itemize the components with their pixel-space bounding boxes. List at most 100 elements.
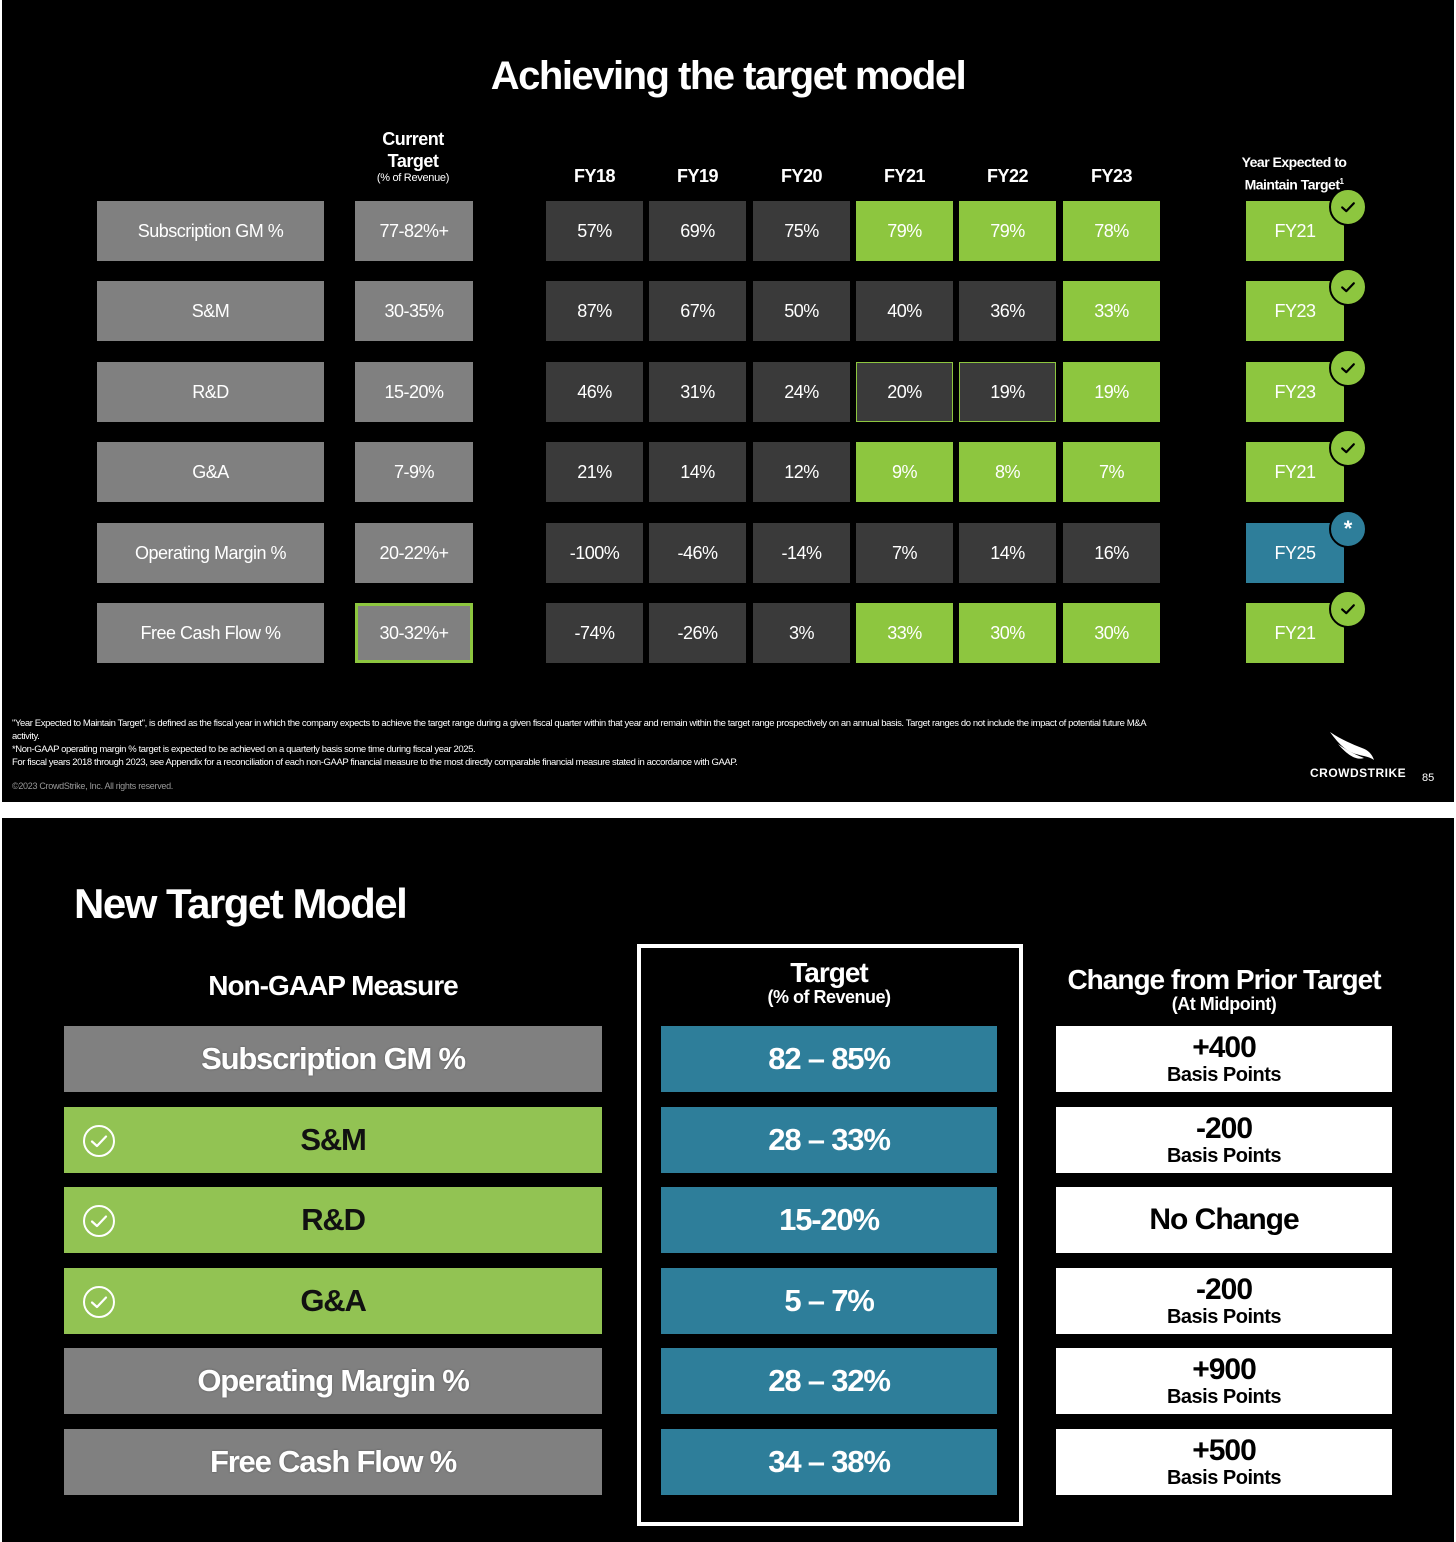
- current-target-r-d: 15-20%: [355, 362, 473, 422]
- target-range-subscription-gm: 82 – 85%: [661, 1026, 997, 1092]
- row-label-g-a: G&A: [97, 442, 324, 502]
- checkmark-badge-icon: [1329, 349, 1367, 387]
- value-operating-margin-fy20: -14%: [753, 523, 850, 583]
- value-g-a-fy21: 9%: [856, 442, 953, 502]
- page-number: 85: [1422, 772, 1435, 784]
- change-r-d: No Change: [1056, 1187, 1392, 1253]
- year-header-fy23: FY23: [1090, 166, 1133, 186]
- change-value: +900: [1192, 1353, 1257, 1386]
- year-expected-free-cash-flow: FY21: [1246, 603, 1344, 663]
- footnote-definition: "Year Expected to Maintain Target", is d…: [12, 718, 1146, 742]
- change-header: Change from Prior Target (At Midpoint): [1042, 964, 1406, 1014]
- year-header-fy21: FY21: [883, 166, 926, 186]
- year-header-fy20: FY20: [780, 166, 823, 186]
- target-range-r-d: 15-20%: [661, 1187, 997, 1253]
- measure-r-d: R&D: [64, 1187, 602, 1253]
- target-range-g-a: 5 – 7%: [661, 1268, 997, 1334]
- measure-header: Non-GAAP Measure: [208, 970, 459, 1001]
- row-label-s-m: S&M: [97, 281, 324, 341]
- year-header-fy18: FY18: [573, 166, 616, 186]
- value-g-a-fy23: 7%: [1063, 442, 1160, 502]
- asterisk-badge-icon: *: [1329, 510, 1367, 548]
- row-label-r-d: R&D: [97, 362, 324, 422]
- target-header-sub: (% of Revenue): [767, 987, 891, 1007]
- value-subscription-gm-fy19: 69%: [649, 201, 746, 261]
- year-expected-r-d: FY23: [1246, 362, 1344, 422]
- current-target-s-m: 30-35%: [355, 281, 473, 341]
- current-target-header: Current Target (% of Revenue): [354, 128, 472, 184]
- value-subscription-gm-fy23: 78%: [1063, 201, 1160, 261]
- measure-label: R&D: [301, 1202, 366, 1237]
- value-operating-margin-fy21: 7%: [856, 523, 953, 583]
- value-g-a-fy22: 8%: [959, 442, 1056, 502]
- copyright: ©2023 CrowdStrike, Inc. All rights reser…: [12, 781, 174, 791]
- target-range-free-cash-flow: 34 – 38%: [661, 1429, 997, 1495]
- change-unit: Basis Points: [1166, 1064, 1282, 1086]
- target-range-s-m: 28 – 33%: [661, 1107, 997, 1173]
- value-free-cash-flow-fy23: 30%: [1063, 603, 1160, 663]
- year-expected-header-line2: Maintain Target1: [1224, 172, 1364, 195]
- year-header-fy22: FY22: [986, 166, 1029, 186]
- value-free-cash-flow-fy18: -74%: [546, 603, 643, 663]
- measure-label: S&M: [300, 1122, 367, 1157]
- value-s-m-fy23: 33%: [1063, 281, 1160, 341]
- change-value: No Change: [1149, 1203, 1299, 1236]
- value-r-d-fy23: 19%: [1063, 362, 1160, 422]
- slide1-title: Achieving the target model: [490, 54, 967, 98]
- footnote-operating-margin: *Non-GAAP operating margin % target is e…: [12, 744, 476, 755]
- row-label-free-cash-flow: Free Cash Flow %: [97, 603, 324, 663]
- current-target-subscription-gm: 77-82%+: [355, 201, 473, 261]
- value-subscription-gm-fy22: 79%: [959, 201, 1056, 261]
- change-value: -200: [1195, 1273, 1253, 1306]
- target-column-frame: [637, 944, 1023, 1526]
- value-operating-margin-fy19: -46%: [649, 523, 746, 583]
- measure-free-cash-flow: Free Cash Flow %: [64, 1429, 602, 1495]
- year-expected-header: Year Expected to Maintain Target1: [1224, 152, 1364, 195]
- current-target-free-cash-flow: 30-32%+: [355, 603, 473, 663]
- value-r-d-fy18: 46%: [546, 362, 643, 422]
- value-subscription-gm-fy20: 75%: [753, 201, 850, 261]
- value-g-a-fy20: 12%: [753, 442, 850, 502]
- measure-operating-margin: Operating Margin %: [64, 1348, 602, 1414]
- change-operating-margin: +900 Basis Points: [1056, 1348, 1392, 1414]
- value-operating-margin-fy18: -100%: [546, 523, 643, 583]
- value-subscription-gm-fy18: 57%: [546, 201, 643, 261]
- checkmark-badge-icon: [1329, 429, 1367, 467]
- value-operating-margin-fy23: 16%: [1063, 523, 1160, 583]
- row-label-operating-margin: Operating Margin %: [97, 523, 324, 583]
- change-header-label: Change from Prior Target: [1067, 964, 1381, 995]
- slide-new-target-model: New Target Model Non-GAAP Measure Target…: [2, 818, 1454, 1542]
- value-r-d-fy20: 24%: [753, 362, 850, 422]
- current-target-operating-margin: 20-22%+: [355, 523, 473, 583]
- value-s-m-fy19: 67%: [649, 281, 746, 341]
- change-unit: Basis Points: [1166, 1467, 1282, 1489]
- measure-s-m: S&M: [64, 1107, 602, 1173]
- value-s-m-fy22: 36%: [959, 281, 1056, 341]
- measure-g-a: G&A: [64, 1268, 602, 1334]
- value-g-a-fy19: 14%: [649, 442, 746, 502]
- checkmark-badge-icon: [1329, 188, 1367, 226]
- change-g-a: -200 Basis Points: [1056, 1268, 1392, 1334]
- value-free-cash-flow-fy20: 3%: [753, 603, 850, 663]
- change-header-sub: (At Midpoint): [1171, 994, 1277, 1014]
- current-target-g-a: 7-9%: [355, 442, 473, 502]
- year-expected-s-m: FY23: [1246, 281, 1344, 341]
- change-free-cash-flow: +500 Basis Points: [1056, 1429, 1392, 1495]
- slide2-title: New Target Model: [74, 880, 408, 927]
- change-value: +400: [1192, 1031, 1257, 1064]
- target-header-label: Target: [790, 957, 868, 988]
- value-r-d-fy19: 31%: [649, 362, 746, 422]
- value-r-d-fy22: 19%: [959, 362, 1056, 422]
- year-header-fy19: FY19: [676, 166, 719, 186]
- value-r-d-fy21: 20%: [856, 362, 953, 422]
- change-subscription-gm: +400 Basis Points: [1056, 1026, 1392, 1092]
- slide-achieving-target-model: Achieving the target model Current Targe…: [2, 0, 1454, 802]
- measure-subscription-gm: Subscription GM %: [64, 1026, 602, 1092]
- value-g-a-fy18: 21%: [546, 442, 643, 502]
- current-target-subheader: (% of Revenue): [376, 172, 450, 184]
- value-s-m-fy20: 50%: [753, 281, 850, 341]
- change-unit: Basis Points: [1166, 1306, 1282, 1328]
- value-free-cash-flow-fy21: 33%: [856, 603, 953, 663]
- change-value: +500: [1192, 1434, 1257, 1467]
- measure-label: Subscription GM %: [201, 1041, 466, 1076]
